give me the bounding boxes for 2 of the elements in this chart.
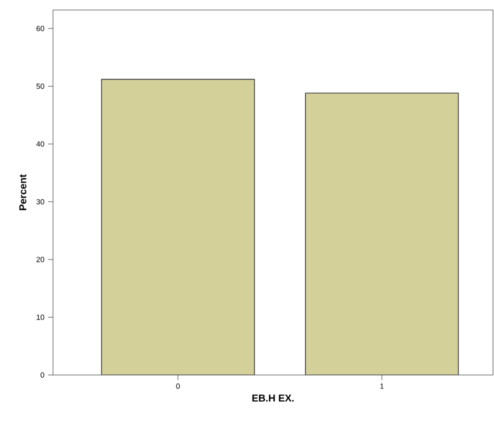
y-axis-title: Percent [19,174,26,210]
x-axis-title: EB.H EX. [252,394,294,402]
